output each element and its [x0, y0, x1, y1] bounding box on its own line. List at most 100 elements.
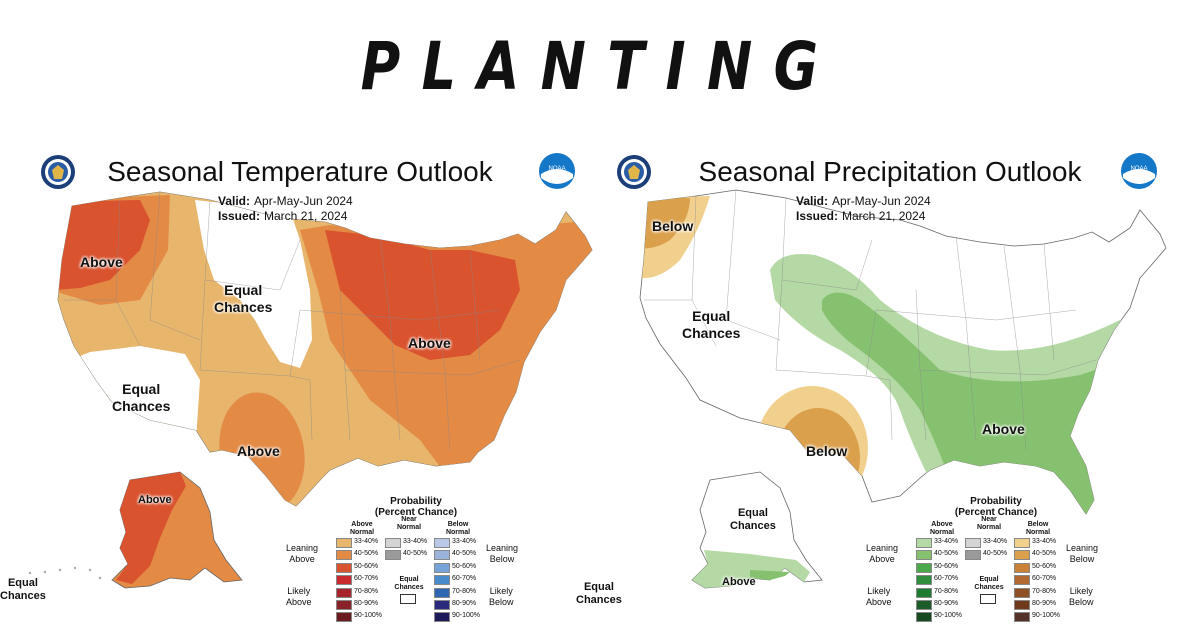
below-swatch	[1014, 587, 1030, 598]
valid-label: Valid:	[218, 194, 251, 208]
commerce-seal-icon	[617, 155, 651, 189]
legend-col-above: Above Normal	[349, 521, 375, 536]
above-swatch-label: 70-80%	[934, 587, 959, 595]
legend-likely-below: Likely Below	[1069, 586, 1094, 607]
below-swatch	[1014, 575, 1030, 586]
legend-col-below: Below Normal	[1025, 521, 1051, 536]
near-swatch	[385, 538, 401, 548]
below-swatch-label: 50-60%	[452, 562, 477, 570]
legend-col-below: Below Normal	[445, 521, 471, 536]
above-swatch-label: 80-90%	[354, 600, 379, 607]
above-swatch	[916, 575, 932, 586]
region-label: Equal Chances	[682, 308, 741, 341]
legend-leaning-below: Leaning Below	[486, 543, 519, 564]
above-swatch	[336, 612, 352, 623]
valid-value: Apr-May-Jun 2024	[832, 194, 931, 208]
region-label: Above	[408, 335, 451, 351]
below-swatch-label: 80-90%	[1032, 600, 1057, 607]
region-label: Above	[138, 494, 172, 506]
above-swatch	[336, 587, 352, 598]
above-swatch-label: 50-60%	[354, 562, 379, 570]
below-swatch	[434, 575, 450, 586]
legend-leaning-above: Leaning Above	[866, 543, 899, 564]
probability-legend: Probability (Percent Chance) Above Norma…	[866, 496, 1116, 630]
temperature-map	[28, 191, 593, 589]
region-label: Equal Chances	[730, 507, 776, 532]
above-swatch	[916, 600, 932, 610]
region-label: Equal Chances	[214, 282, 273, 315]
above-swatch-label: 40-50%	[934, 550, 959, 558]
legend-likely-above: Likely Above	[286, 586, 312, 607]
valid-label: Valid:	[796, 194, 829, 208]
above-swatch	[336, 550, 352, 561]
legend-equal-swatch	[400, 594, 416, 604]
noaa-logo-text: NOAA	[1130, 166, 1147, 172]
region-label: Above	[722, 576, 756, 588]
region-label: Above	[982, 421, 1025, 437]
near-swatch	[385, 550, 401, 561]
legend-col-near: Near Normal	[976, 516, 1002, 531]
legend-title: Probability (Percent Chance)	[954, 496, 1038, 518]
near-swatch-label: 40-50%	[403, 550, 428, 558]
near-swatch-label: 33-40%	[983, 538, 1008, 545]
above-swatch-label: 60-70%	[934, 575, 959, 583]
temperature-outlook-panel: NOAA Seasonal Temperature Outlook Valid:…	[0, 140, 600, 630]
below-swatch-label: 70-80%	[452, 587, 477, 595]
temp-above-50-northwest	[58, 200, 150, 290]
above-swatch	[336, 575, 352, 586]
above-swatch-label: 60-70%	[354, 575, 379, 583]
below-swatch	[1014, 562, 1030, 573]
below-swatch-label: 40-50%	[1032, 550, 1057, 558]
region-label: Below	[806, 443, 848, 459]
noaa-logo-icon: NOAA	[539, 153, 575, 189]
below-swatch	[1014, 600, 1030, 610]
legend-equal-swatch	[980, 594, 996, 604]
above-swatch	[916, 587, 932, 598]
above-swatch	[916, 538, 932, 548]
legend-col-above: Above Normal	[929, 521, 955, 536]
below-swatch	[434, 538, 450, 548]
issued-value: March 21, 2024	[264, 209, 348, 223]
above-swatch-label: 90-100%	[934, 612, 963, 620]
below-swatch-label: 33-40%	[452, 538, 477, 545]
near-swatch-label: 40-50%	[983, 550, 1008, 558]
below-swatch	[434, 612, 450, 623]
headline-title: PLANTING	[360, 28, 840, 105]
region-label: Equal Chances	[0, 577, 46, 602]
below-swatch-label: 40-50%	[452, 550, 477, 558]
issued-value: March 21, 2024	[842, 209, 926, 223]
legend-leaning-below: Leaning Below	[1066, 543, 1099, 564]
probability-legend: Probability (Percent Chance) Above Norma…	[286, 496, 536, 630]
below-swatch-label: 60-70%	[452, 575, 477, 583]
precip-below-40-nw	[640, 198, 690, 249]
above-swatch	[916, 550, 932, 561]
alaska-above-50	[116, 472, 186, 584]
above-swatch	[916, 612, 932, 623]
above-swatch-label: 90-100%	[354, 612, 383, 620]
above-swatch	[336, 562, 352, 573]
region-label: Above	[237, 443, 280, 459]
precipitation-dates: Valid: Apr-May-Jun 2024 Issued: March 21, …	[796, 194, 931, 224]
precipitation-title: Seasonal Precipitation Outlook	[698, 156, 1082, 187]
below-swatch-label: 90-100%	[1032, 612, 1061, 620]
above-swatch-label: 33-40%	[354, 538, 379, 545]
legend-likely-below: Likely Below	[489, 586, 514, 607]
below-swatch	[434, 600, 450, 610]
region-label: Equal Chances	[112, 381, 171, 414]
below-swatch	[434, 562, 450, 573]
noaa-logo-icon: NOAA	[1121, 153, 1157, 189]
issued-label: Issued:	[796, 209, 839, 223]
below-swatch-label: 33-40%	[1032, 538, 1057, 545]
below-swatch	[434, 550, 450, 561]
below-swatch-label: 70-80%	[1032, 587, 1057, 595]
above-swatch-label: 50-60%	[934, 562, 959, 570]
above-swatch-label: 40-50%	[354, 550, 379, 558]
near-swatch	[965, 550, 981, 561]
above-swatch	[336, 600, 352, 610]
below-swatch	[1014, 550, 1030, 561]
near-swatch	[965, 538, 981, 548]
issued-label: Issued:	[218, 209, 261, 223]
below-swatch	[1014, 612, 1030, 623]
temperature-title: Seasonal Temperature Outlook	[107, 156, 493, 187]
alaska-above-40	[750, 570, 790, 580]
